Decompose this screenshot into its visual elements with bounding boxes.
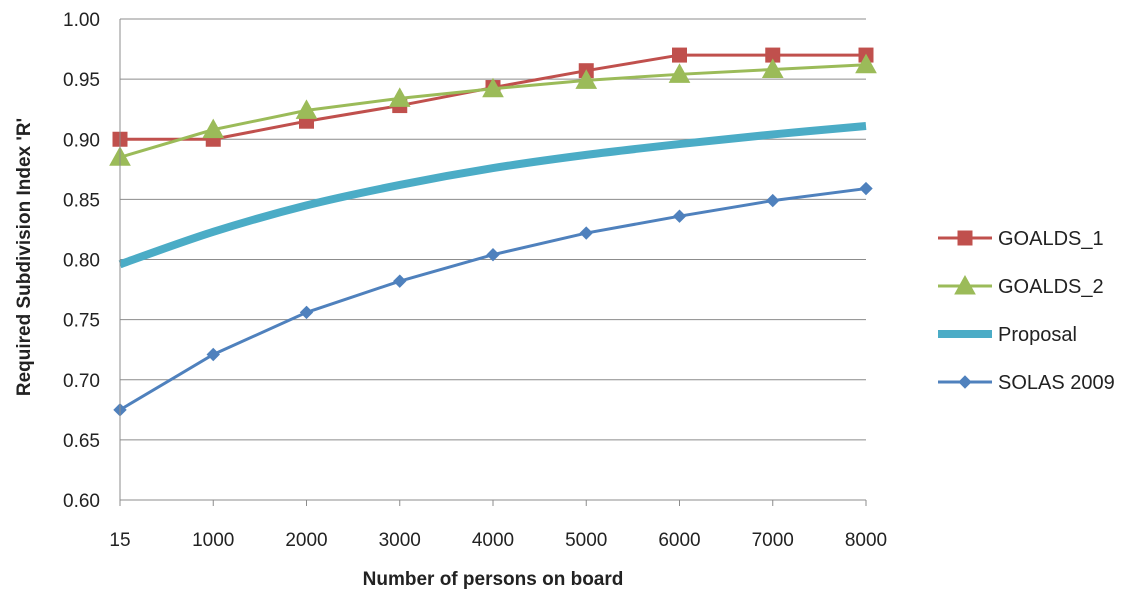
y-tick-label: 0.95: [63, 70, 100, 91]
data-point: [579, 226, 593, 240]
x-axis-title: Number of persons on board: [363, 569, 624, 590]
x-tick-label: 4000: [472, 530, 514, 551]
data-point: [766, 193, 780, 208]
data-point: [299, 305, 314, 320]
data-point: [859, 181, 873, 196]
legend-item-solas-2009: SOLAS 2009: [938, 372, 1115, 394]
data-point: [388, 87, 411, 107]
y-tick-label: 0.80: [63, 251, 100, 272]
y-tick-label: 0.90: [63, 130, 100, 151]
legend-marker: [957, 230, 973, 246]
legend-label: Proposal: [998, 324, 1077, 346]
data-point: [393, 274, 407, 288]
data-point: [295, 99, 318, 119]
legend-item-proposal: Proposal: [938, 324, 1077, 346]
y-tick-label: 0.60: [63, 491, 100, 512]
legend-item-goalds-1: GOALDS_1: [938, 228, 1104, 250]
series-proposal: [118, 122, 867, 269]
x-tick-label: 1000: [192, 530, 234, 551]
data-point: [761, 58, 784, 79]
data-point: [672, 47, 687, 63]
legend-marker: [954, 274, 976, 295]
data-point: [202, 118, 225, 139]
y-tick-label: 0.85: [63, 190, 100, 211]
data-point: [855, 53, 877, 74]
x-tick-label: 8000: [845, 530, 887, 551]
legend-marker: [958, 375, 972, 389]
x-tick-label: 2000: [285, 530, 327, 551]
data-point: [486, 247, 500, 262]
x-tick-label: 7000: [752, 530, 794, 551]
x-tick-label: 3000: [379, 530, 421, 551]
data-point: [672, 209, 687, 223]
series-line: [119, 187, 867, 412]
series-goalds-2: [109, 53, 877, 166]
x-tick-label: 15: [109, 530, 130, 551]
y-tick-label: 1.00: [63, 10, 100, 31]
legend-label: SOLAS 2009: [998, 372, 1115, 394]
grid-layer: [120, 18, 866, 441]
data-point: [575, 69, 598, 89]
y-axis-title: Required Subdivision Index 'R': [14, 118, 35, 396]
series-solas-2009: [113, 181, 873, 417]
x-tick-label: 5000: [565, 530, 607, 551]
y-tick-label: 0.75: [63, 311, 100, 332]
data-point: [206, 347, 220, 362]
y-tick-label: 0.65: [63, 431, 100, 452]
series-line: [118, 122, 867, 269]
legend-label: GOALDS_1: [998, 228, 1104, 250]
legend-label: GOALDS_2: [998, 276, 1104, 298]
legend-item-goalds-2: GOALDS_2: [938, 274, 1104, 298]
data-point: [482, 77, 504, 98]
x-tick-label: 6000: [658, 530, 700, 551]
legend: GOALDS_1 GOALDS_2 Proposal SOLAS 2009: [938, 228, 1115, 394]
data-point: [668, 63, 691, 83]
y-tick-label: 0.70: [63, 371, 100, 392]
axis-layer: 0.60 0.65 0.70 0.75 0.80 0.85 0.90 0.95 1.00 15 10…: [63, 10, 887, 551]
series-layer: [109, 47, 877, 417]
